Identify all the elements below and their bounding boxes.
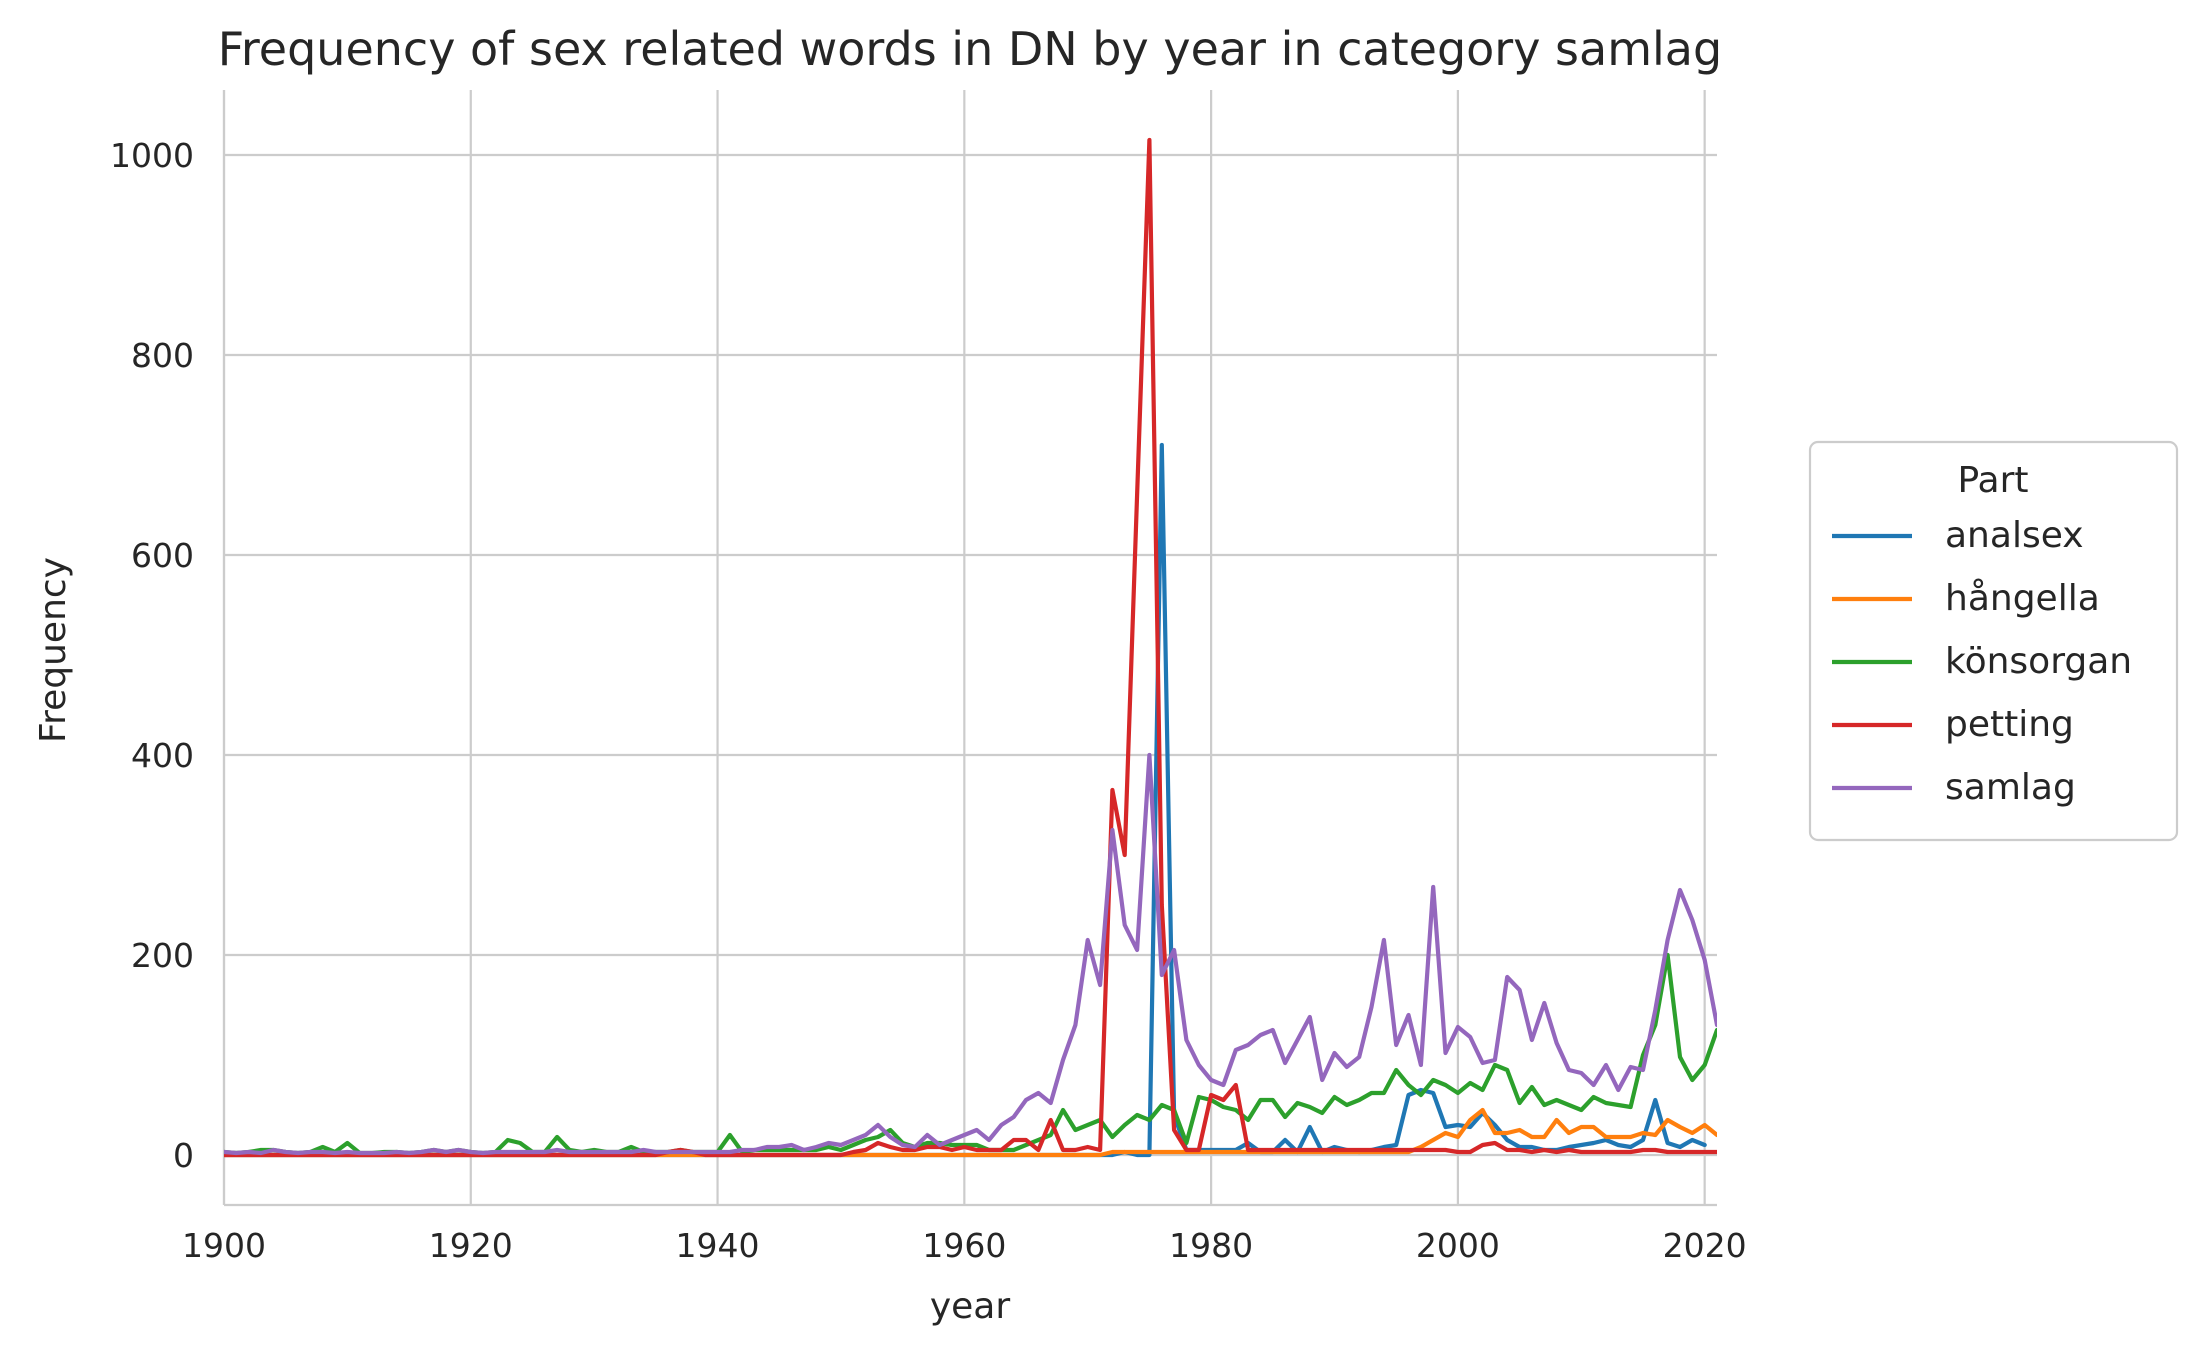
axes	[222, 90, 1717, 1207]
legend-label-samlag: samlag	[1945, 767, 2076, 808]
y-tick-labels: 0 200 400 600 800 1000	[110, 136, 194, 1175]
chart-title: Frequency of sex related words in DN by …	[218, 22, 1722, 76]
y-tick-0: 0	[173, 1136, 194, 1175]
y-tick-600: 600	[131, 536, 194, 575]
y-tick-800: 800	[131, 336, 194, 375]
x-tick-1980: 1980	[1169, 1226, 1253, 1265]
y-axis-label: Frequency	[33, 557, 74, 743]
x-tick-1940: 1940	[676, 1226, 760, 1265]
y-tick-200: 200	[131, 936, 194, 975]
legend-label-analsex: analsex	[1945, 515, 2084, 556]
x-tick-1900: 1900	[182, 1226, 266, 1265]
legend-label-petting: petting	[1945, 704, 2074, 745]
x-tick-2020: 2020	[1663, 1226, 1747, 1265]
x-axis-label: year	[930, 1286, 1011, 1327]
x-tick-labels: 1900 1920 1940 1960 1980 2000 2020	[182, 1226, 1747, 1265]
legend-label-könsorgan: könsorgan	[1945, 641, 2132, 682]
x-tick-1920: 1920	[429, 1226, 513, 1265]
y-tick-400: 400	[131, 736, 194, 775]
series-line-samlag	[224, 752, 1717, 1156]
legend-frame	[1808, 440, 2179, 842]
legend-title: Part	[1957, 460, 2028, 501]
gridlines	[222, 90, 1717, 1205]
series-line-petting	[224, 137, 1717, 1158]
series-lines	[224, 137, 1717, 1158]
x-tick-2000: 2000	[1416, 1226, 1500, 1265]
legend: Part analsex hångella könsorgan petting saml…	[1808, 440, 2179, 842]
y-tick-1000: 1000	[110, 136, 194, 175]
legend-label-hångella: hångella	[1945, 578, 2100, 619]
x-tick-1960: 1960	[922, 1226, 1006, 1265]
